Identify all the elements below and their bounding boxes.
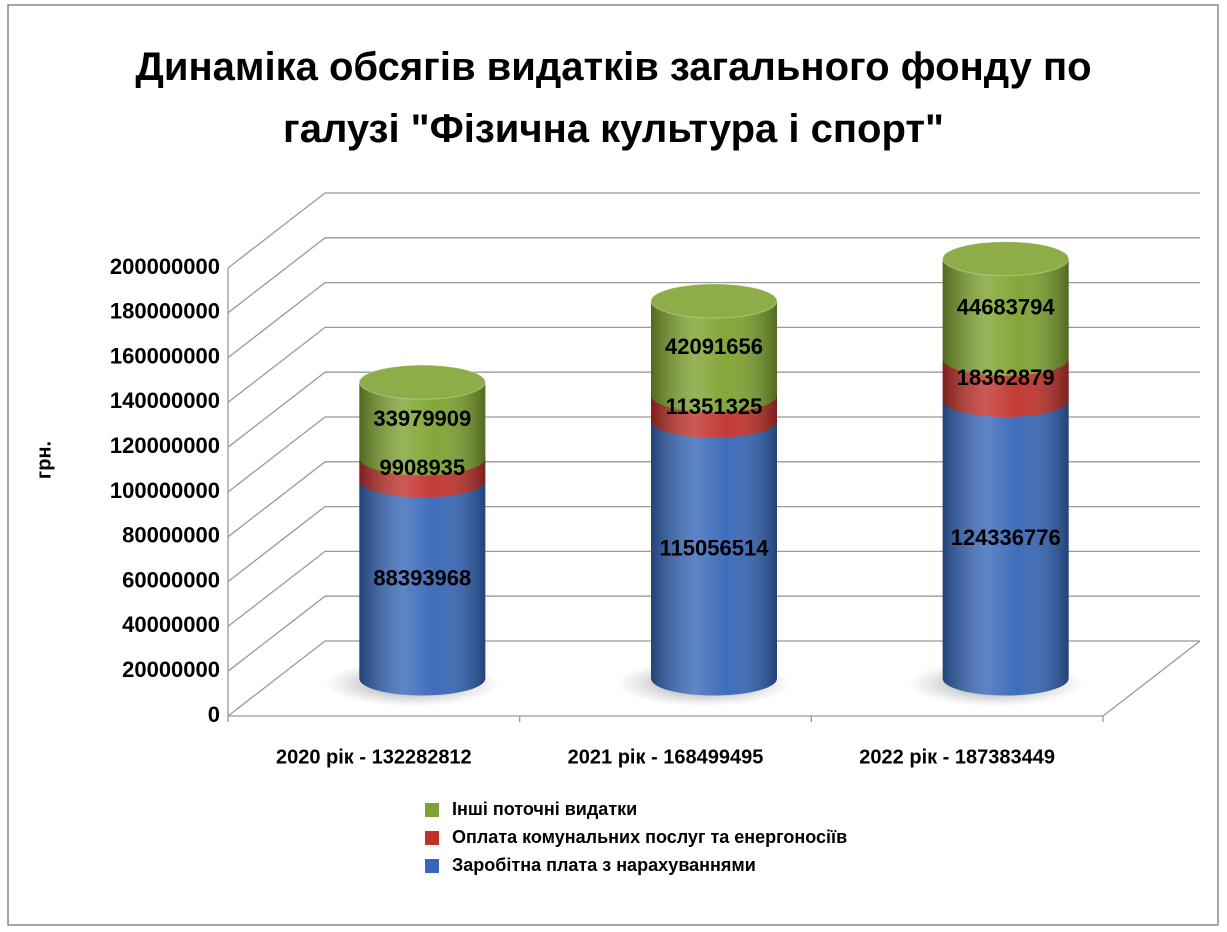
grid-line — [227, 192, 1200, 269]
bar-top — [650, 283, 778, 319]
legend-swatch — [425, 831, 439, 845]
bar-shading — [651, 420, 777, 696]
y-tick-label: 140000000 — [110, 388, 220, 413]
grid-line — [227, 371, 1200, 448]
grid-line — [227, 326, 1200, 403]
data-label: 9908935 — [380, 455, 466, 480]
x-tick-label: 2021 рік - 168499495 — [568, 746, 764, 768]
y-axis-label: грн. — [33, 441, 55, 479]
y-tick-label: 0 — [208, 702, 220, 727]
grid-line — [227, 640, 1200, 717]
y-tick-label: 120000000 — [110, 433, 220, 458]
bar-shading — [359, 382, 486, 476]
data-label: 18362879 — [957, 365, 1055, 390]
data-label: 11351325 — [666, 394, 763, 419]
data-label: 33979909 — [373, 406, 471, 431]
y-tick-label: 200000000 — [110, 254, 220, 279]
grid-line — [227, 237, 1200, 314]
grid-line — [227, 281, 1200, 359]
data-label: 42091656 — [665, 334, 763, 359]
data-label: 115056514 — [660, 535, 770, 560]
grid-line — [227, 416, 1200, 493]
legend-label: Оплата комунальних послуг та енергоносії… — [452, 827, 847, 847]
data-label: 124336776 — [951, 525, 1061, 550]
y-tick-label: 60000000 — [122, 567, 220, 592]
bar-top — [358, 364, 486, 400]
bar-top-shading — [651, 284, 777, 319]
data-label: 88393968 — [373, 565, 471, 590]
bar-shading — [651, 301, 777, 413]
y-tick-label: 40000000 — [122, 612, 220, 637]
bar-top — [942, 241, 1070, 277]
bar-shading — [942, 258, 1069, 376]
y-tick-label: 180000000 — [110, 299, 220, 324]
y-tick-label: 160000000 — [110, 343, 220, 368]
x-tick-label: 2020 рік - 132282812 — [276, 746, 472, 768]
grid-line — [227, 505, 1200, 583]
y-tick-label: 20000000 — [122, 657, 220, 682]
legend-label: Інші поточні видатки — [452, 799, 637, 819]
bar-shading — [942, 399, 1069, 696]
grid-line — [227, 461, 1200, 538]
grid-line — [227, 550, 1200, 627]
bar-shading — [359, 480, 486, 696]
chart-border — [7, 4, 1219, 926]
data-label: 44683794 — [957, 295, 1056, 320]
legend-swatch — [425, 803, 439, 817]
floor-edge — [1102, 640, 1201, 717]
legend-label: Заробітна плата з нарахуваннями — [452, 855, 756, 875]
bar-top-shading — [359, 365, 486, 400]
chart-title: Динаміка обсягів видатків загального фон… — [135, 45, 1092, 151]
bar-top-shading — [942, 241, 1069, 276]
y-tick-label: 80000000 — [122, 523, 220, 548]
legend-swatch — [425, 859, 439, 873]
grid-line — [227, 595, 1200, 672]
y-tick-label: 100000000 — [110, 478, 220, 503]
x-tick-label: 2022 рік - 187383449 — [859, 746, 1055, 768]
